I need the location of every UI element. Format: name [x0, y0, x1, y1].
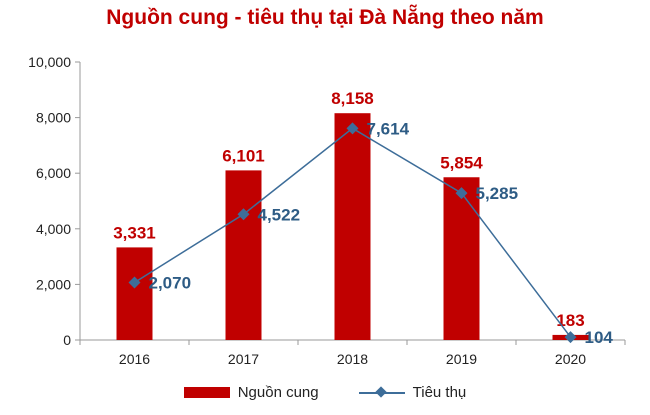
line-data-label: 4,522	[258, 205, 301, 224]
line-point-marker	[455, 187, 468, 200]
y-tick-label: 0	[63, 332, 71, 348]
y-tick-label: 4,000	[36, 221, 71, 237]
chart-title: Nguồn cung - tiêu thụ tại Đà Nẵng theo n…	[106, 6, 544, 29]
bar-data-label: 5,854	[440, 153, 483, 172]
y-tick-label: 8,000	[36, 110, 71, 126]
legend-swatch-line	[358, 385, 405, 399]
y-tick-label: 2,000	[36, 276, 71, 292]
line-data-label: 5,285	[476, 184, 519, 203]
x-tick-label: 2019	[446, 351, 477, 367]
legend-swatch-bar	[183, 387, 230, 398]
legend-label-consumption: Tiêu thụ	[412, 384, 467, 401]
line-point-marker	[237, 208, 250, 221]
y-tick-label: 6,000	[36, 165, 71, 181]
line-point-marker	[346, 122, 359, 135]
x-tick-label: 2017	[228, 351, 259, 367]
bar	[225, 170, 262, 340]
line-point-marker	[128, 276, 141, 289]
x-tick-label: 2020	[555, 351, 586, 367]
line-data-label: 104	[585, 328, 614, 347]
x-tick-label: 2018	[337, 351, 368, 367]
bar	[443, 177, 480, 340]
bar	[116, 247, 153, 340]
y-tick-label: 10,000	[28, 54, 71, 70]
legend-item-supply: Nguồn cung	[183, 384, 319, 401]
chart-plot: 0 2,000 4,000 6,000 8,000 10,000 2016 2017 2018 2…	[28, 54, 626, 367]
x-tick-label: 2016	[119, 351, 150, 367]
line-point-marker	[564, 331, 577, 344]
bar-data-label: 3,331	[113, 223, 156, 242]
bar-data-label: 183	[556, 311, 584, 330]
chart-legend: Nguồn cung Tiêu thụ	[0, 384, 650, 401]
legend-label-supply: Nguồn cung	[237, 384, 319, 401]
line-data-label: 2,070	[149, 273, 192, 292]
bar	[334, 113, 371, 340]
legend-item-consumption: Tiêu thụ	[358, 384, 467, 401]
line-data-label: 7,614	[367, 119, 410, 138]
bar-data-label: 8,158	[331, 89, 374, 108]
bar-data-label: 6,101	[222, 146, 265, 165]
